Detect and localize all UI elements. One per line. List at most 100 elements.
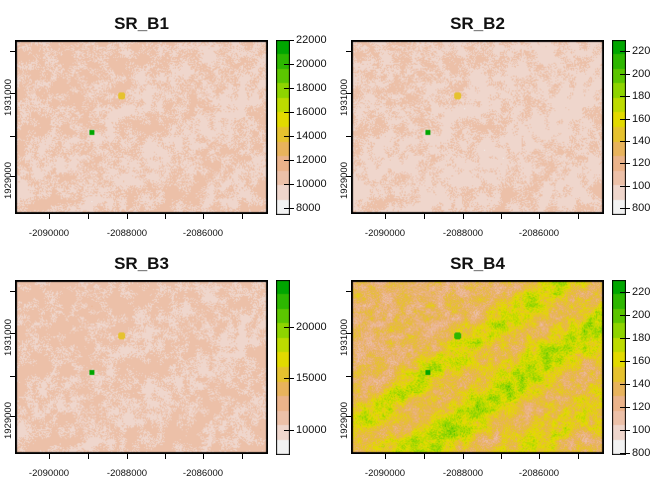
y-tick-label: 1929000 [3,402,14,439]
panel-sr_b2: SR_B2 -2090000 -2088000 -2086000 1931000 192… [336,0,672,240]
x-tick [578,454,579,459]
legend-label: 8000 [296,202,320,214]
legend-tick [620,51,630,52]
x-tick [385,454,386,459]
x-tick-label: -2090000 [365,468,405,479]
legend-label: 200 [632,68,650,80]
legend-tick [620,338,630,339]
y-tick [346,51,351,52]
x-tick-label: -2086000 [183,228,223,239]
legend-colorbar [276,40,290,215]
panel-title: SR_B4 [351,254,604,274]
legend-tick [620,292,630,293]
y-tick [10,51,15,52]
y-tick [10,376,15,377]
x-tick-label: -2086000 [519,468,559,479]
x-tick-label: -2086000 [183,468,223,479]
legend-label: 20000 [296,58,327,70]
x-tick [88,454,89,459]
legend-label: 120 [632,401,650,413]
x-tick-label: -2088000 [107,228,147,239]
legend-tick [284,112,294,113]
raster-image [15,40,268,214]
x-tick [127,214,128,219]
legend-label: 15000 [296,372,327,384]
x-tick [49,454,50,459]
legend-label: 120 [632,157,650,169]
x-tick-label: -2090000 [365,228,405,239]
y-tick [346,376,351,377]
legend-label: 180 [632,332,650,344]
x-tick [385,214,386,219]
legend-tick [284,327,294,328]
legend-tick [620,141,630,142]
x-tick [501,214,502,219]
x-tick [88,214,89,219]
legend-label: 140 [632,135,650,147]
y-tick-label: 1929000 [339,162,350,199]
legend-tick [620,453,630,454]
x-tick [463,454,464,459]
legend-tick [284,136,294,137]
panel-title: SR_B1 [15,14,268,34]
panel-title: SR_B2 [351,14,604,34]
legend-tick [620,119,630,120]
legend-tick [620,315,630,316]
y-tick-label: 1929000 [3,162,14,199]
y-tick-label: 1931000 [339,319,350,356]
legend-tick [284,208,294,209]
legend-colorbar [612,40,626,215]
legend-tick [284,378,294,379]
legend-label: 18000 [296,82,327,94]
legend-tick [620,430,630,431]
panel-sr_b3: SR_B3 -2090000 -2088000 -2086000 1931000 192… [0,240,336,480]
x-tick [242,214,243,219]
legend-label: 14000 [296,130,327,142]
y-tick [346,136,351,137]
raster-image [15,280,268,454]
x-tick-label: -2088000 [443,468,483,479]
raster-image [351,280,604,454]
y-tick-label: 1931000 [339,79,350,116]
x-tick [501,454,502,459]
x-tick-label: -2088000 [107,468,147,479]
legend-label: 140 [632,378,650,390]
legend-tick [620,163,630,164]
legend-label: 10000 [296,178,327,190]
x-tick [463,214,464,219]
legend-label: 160 [632,355,650,367]
x-tick [203,214,204,219]
y-tick [10,291,15,292]
legend-tick [284,430,294,431]
legend-label: 200 [632,309,650,321]
legend-label: 220 [632,286,650,298]
legend-tick [620,186,630,187]
legend-label: 16000 [296,106,327,118]
y-tick [346,291,351,292]
x-tick [203,454,204,459]
x-tick [424,214,425,219]
x-tick [165,214,166,219]
x-tick [424,454,425,459]
legend-label: 20000 [296,321,327,333]
legend-tick [284,64,294,65]
y-tick [10,136,15,137]
legend-colorbar [276,280,290,455]
x-tick [539,454,540,459]
panel-sr_b1: SR_B1 -2090000 -2088000 -2086000 1931000 192… [0,0,336,240]
x-tick [127,454,128,459]
x-tick [165,454,166,459]
x-tick [539,214,540,219]
x-tick [578,214,579,219]
x-tick-label: -2088000 [443,228,483,239]
y-tick-label: 1931000 [3,79,14,116]
legend-tick [620,208,630,209]
legend-tick [620,96,630,97]
legend-label: 10000 [296,424,327,436]
y-tick-label: 1931000 [3,319,14,356]
legend-tick [620,361,630,362]
y-tick-label: 1929000 [339,402,350,439]
x-tick [49,214,50,219]
x-tick-label: -2090000 [29,228,69,239]
panel-sr_b4: SR_B4 -2090000 -2088000 -2086000 1931000 192… [336,240,672,480]
